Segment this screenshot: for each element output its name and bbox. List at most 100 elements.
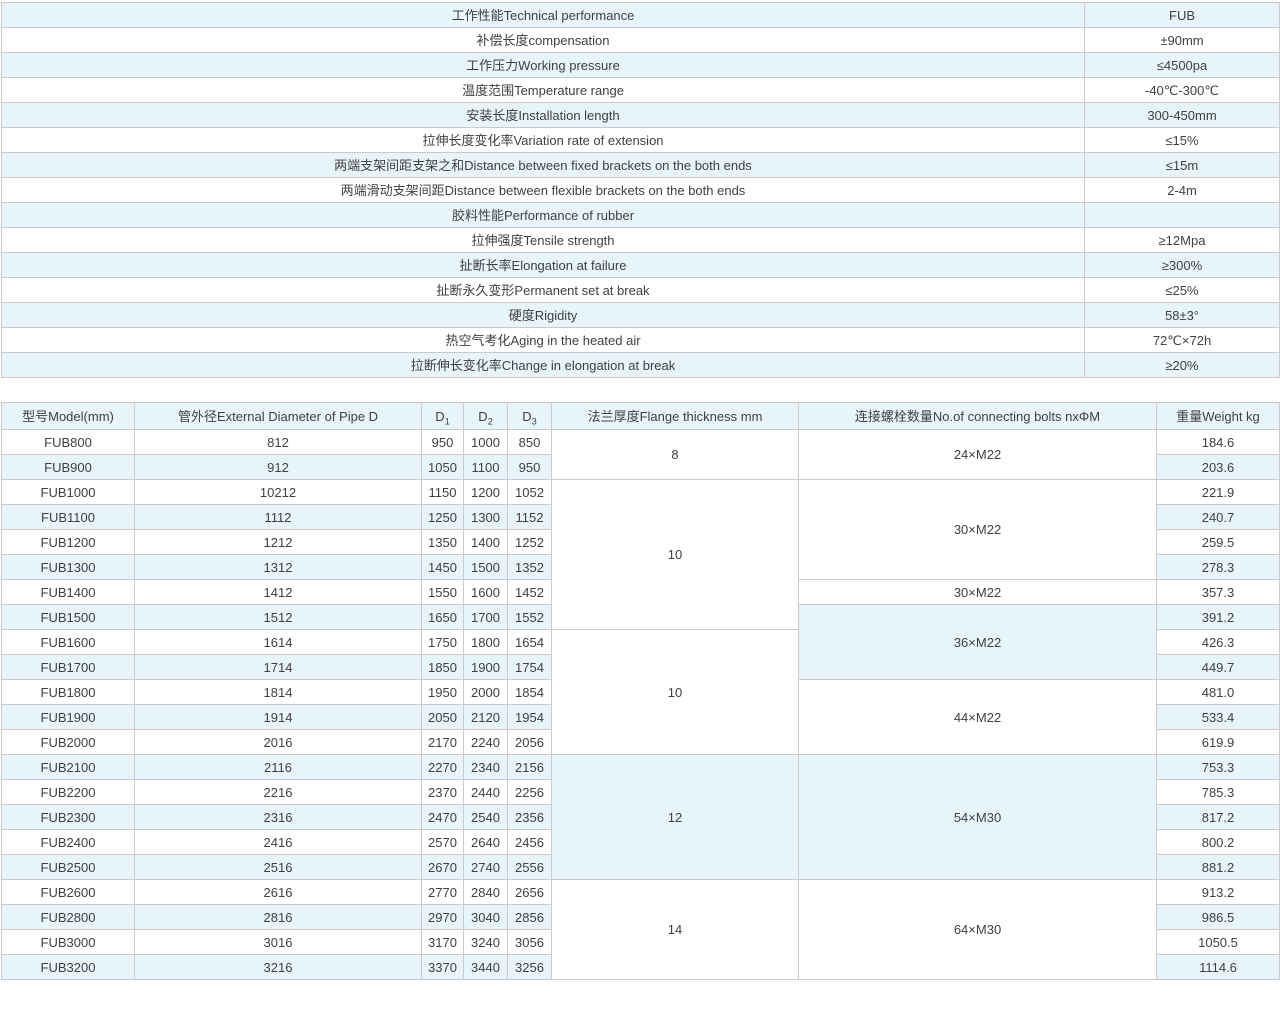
spec-row: FUB800 812 950 1000 850 8 24×M22 184.6 [1,429,1280,480]
performance-value: 58±3° [1084,302,1280,328]
d2-cell: 1000 [463,429,508,455]
d3-cell: 850 [507,429,552,455]
d3-cell: 950 [507,454,552,480]
d3-cell: 2656 [507,879,552,905]
flange-thickness-cell: 10 [551,479,799,630]
d1-cell: 1950 [421,679,464,705]
model-cell: FUB2200 [1,779,135,805]
d1-cell: 950 [421,429,464,455]
spec-column-header: 型号Model(mm) [1,402,135,430]
d1-cell: 1250 [421,504,464,530]
d1-cell: 1350 [421,529,464,555]
d2-cell: 1100 [463,454,508,480]
performance-row: 两端支架间距支架之和Distance between fixed bracket… [1,152,1280,178]
d2-cell: 1500 [463,554,508,580]
performance-row: 两端滑动支架间距Distance between flexible bracke… [1,177,1280,203]
performance-value: -40℃-300℃ [1084,77,1280,103]
flange-thickness-cell: 10 [551,629,799,755]
d2-cell: 2120 [463,704,508,730]
pipe-external-diameter-cell: 1312 [134,554,422,580]
connecting-bolts-cell: 30×M22 [798,479,1157,580]
performance-value: 72℃×72h [1084,327,1280,353]
d3-cell: 1754 [507,654,552,680]
performance-label: 两端滑动支架间距Distance between flexible bracke… [1,177,1085,203]
pipe-external-diameter-cell: 10212 [134,479,422,505]
spec-row: FUB1000 10212 1150 1200 1052 10 30×M22 221.9 [1,479,1280,630]
pipe-external-diameter-cell: 1412 [134,579,422,605]
pipe-external-diameter-cell: 2016 [134,729,422,755]
d1-cell: 3170 [421,929,464,955]
performance-label: 安装长度Installation length [1,102,1085,128]
d2-cell: 2000 [463,679,508,705]
d1-cell: 2050 [421,704,464,730]
performance-value: ≤25% [1084,277,1280,303]
flange-thickness-cell: 14 [551,879,799,980]
d1-cell: 1850 [421,654,464,680]
d3-cell: 2856 [507,904,552,930]
pipe-external-diameter-cell: 912 [134,454,422,480]
performance-value: ±90mm [1084,27,1280,53]
model-cell: FUB1400 [1,579,135,605]
model-cell: FUB1300 [1,554,135,580]
weight-cell: 426.3 [1156,629,1280,655]
model-cell: FUB1000 [1,479,135,505]
d3-cell: 3256 [507,954,552,980]
spec-column-header: 管外径External Diameter of Pipe D [134,402,422,430]
performance-value [1084,202,1280,228]
weight-cell: 391.2 [1156,604,1280,630]
performance-label: 扯断长率Elongation at failure [1,252,1085,278]
spec-row: FUB2100 2116 2270 2340 2156 12 54×M30 753.3 [1,754,1280,880]
d2-cell: 3440 [463,954,508,980]
pipe-external-diameter-cell: 3016 [134,929,422,955]
d2-cell: 1700 [463,604,508,630]
pipe-external-diameter-cell: 1614 [134,629,422,655]
performance-label: 扯断永久变形Permanent set at break [1,277,1085,303]
weight-cell: 278.3 [1156,554,1280,580]
d2-cell: 2840 [463,879,508,905]
connecting-bolts-cell: 24×M22 [798,429,1157,480]
d1-cell: 1050 [421,454,464,480]
performance-row: 硬度Rigidity 58±3° [1,302,1280,328]
weight-cell: 817.2 [1156,804,1280,830]
performance-value: 300-450mm [1084,102,1280,128]
flange-thickness-cell: 12 [551,754,799,880]
performance-label: 工作压力Working pressure [1,52,1085,78]
spec-row: FUB2000 2016 2170 2240 2056 619.9 [1,729,1280,755]
d3-cell: 2056 [507,729,552,755]
pipe-external-diameter-cell: 2216 [134,779,422,805]
d3-cell: 3056 [507,929,552,955]
spec-column-header: D1 [421,402,464,430]
weight-cell: 913.2 [1156,879,1280,905]
d3-cell: 1152 [507,504,552,530]
d1-cell: 1150 [421,479,464,505]
performance-row: 补偿长度compensation ±90mm [1,27,1280,53]
weight-cell: 785.3 [1156,779,1280,805]
performance-label: 胶料性能Performance of rubber [1,202,1085,228]
performance-value: ≤4500pa [1084,52,1280,78]
performance-label: 硬度Rigidity [1,302,1085,328]
d2-cell: 2340 [463,754,508,780]
pipe-external-diameter-cell: 1814 [134,679,422,705]
d2-cell: 1300 [463,504,508,530]
performance-table-body: 工作性能Technical performance FUB 补偿长度compensa… [1,2,1280,378]
model-cell: FUB1900 [1,704,135,730]
model-cell: FUB1600 [1,629,135,655]
performance-label: 补偿长度compensation [1,27,1085,53]
weight-cell: 533.4 [1156,704,1280,730]
performance-label: 工作性能Technical performance [1,2,1085,28]
weight-cell: 259.5 [1156,529,1280,555]
pipe-external-diameter-cell: 2816 [134,904,422,930]
d3-cell: 1452 [507,579,552,605]
spec-column-header: D3 [507,402,552,430]
d3-cell: 2556 [507,854,552,880]
d2-cell: 3040 [463,904,508,930]
weight-cell: 481.0 [1156,679,1280,705]
weight-cell: 1050.5 [1156,929,1280,955]
d1-cell: 1450 [421,554,464,580]
d1-cell: 1750 [421,629,464,655]
performance-value: ≥20% [1084,352,1280,378]
performance-value: FUB [1084,2,1280,28]
weight-cell: 753.3 [1156,754,1280,780]
model-cell: FUB900 [1,454,135,480]
model-cell: FUB2000 [1,729,135,755]
